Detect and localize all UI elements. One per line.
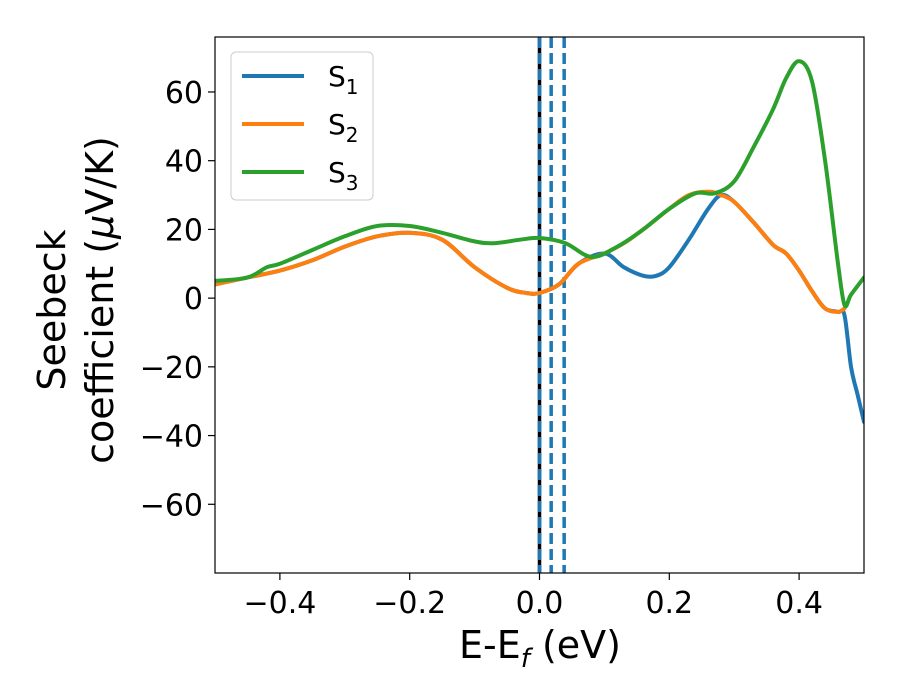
y-axis-ticks: −60 −40 −20 0 20 40 60 xyxy=(140,76,215,523)
y-tick-label: 40 xyxy=(165,145,203,180)
y-tick-label: −60 xyxy=(140,488,203,523)
y-axis-label-line1: Seebeck xyxy=(30,229,74,390)
legend-label: S2 xyxy=(328,108,359,147)
x-axis-label: E-Ef (eV) xyxy=(459,623,621,674)
x-tick-label: 0.2 xyxy=(645,586,693,621)
x-tick-label: −0.2 xyxy=(373,586,446,621)
y-tick-label: 60 xyxy=(165,76,203,111)
legend: S1 S2 S3 xyxy=(230,51,374,201)
series-lines xyxy=(215,59,864,424)
x-tick-label: −0.4 xyxy=(243,586,316,621)
x-axis-ticks: −0.4 −0.2 0.0 0.2 0.4 xyxy=(243,573,823,621)
legend-label: S3 xyxy=(328,156,359,195)
x-tick-label: 0.4 xyxy=(775,586,823,621)
y-tick-label: 0 xyxy=(184,282,203,317)
reference-lines xyxy=(537,37,566,573)
y-tick-label: −20 xyxy=(140,351,203,386)
x-tick-label: 0.0 xyxy=(516,586,564,621)
legend-label: S1 xyxy=(328,60,359,99)
y-tick-label: −40 xyxy=(140,420,203,455)
y-axis-label-line2: coefficient (μV/K) xyxy=(78,136,122,464)
y-tick-label: 20 xyxy=(165,213,203,248)
series-line-S3 xyxy=(215,59,864,309)
